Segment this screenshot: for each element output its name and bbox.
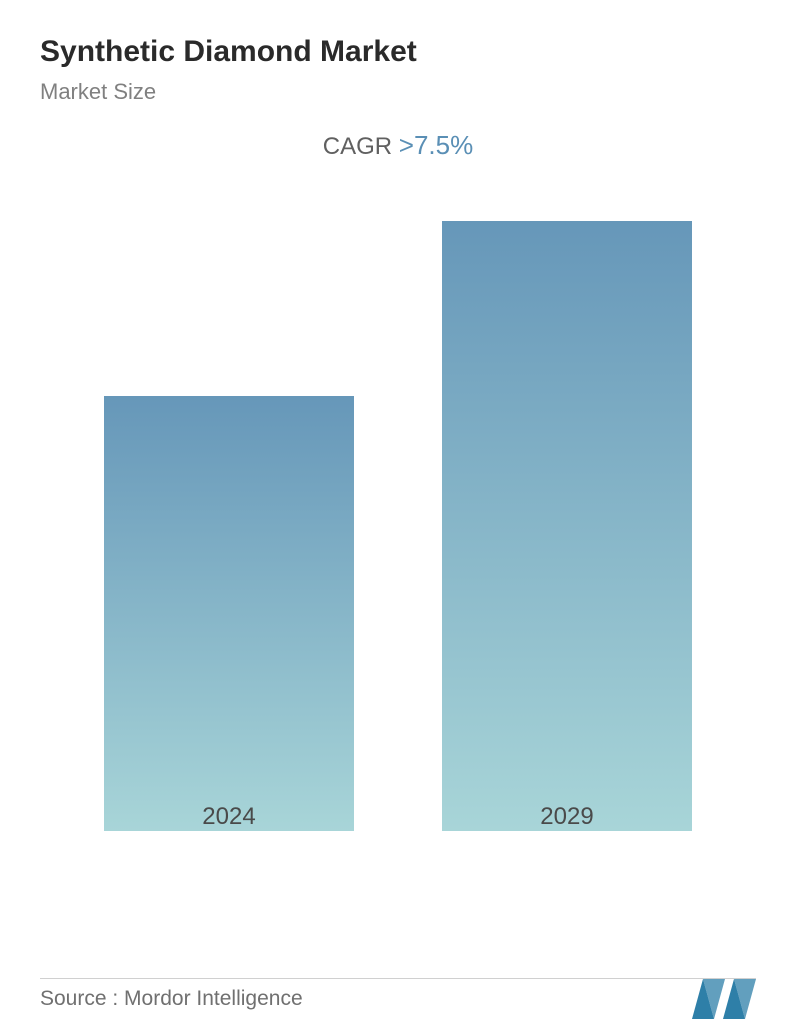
source-attribution: Source : Mordor Intelligence: [40, 987, 303, 1011]
cagr-value: 7.5%: [414, 130, 473, 160]
chart-footer: Source : Mordor Intelligence: [40, 979, 756, 1019]
cagr-annotation: CAGR >7.5%: [40, 130, 756, 161]
chart-plot-area: 2024 2029: [40, 221, 756, 881]
bar-group: 2029: [442, 221, 692, 831]
cagr-symbol: >: [399, 130, 414, 160]
bar: [442, 221, 692, 831]
chart-title: Synthetic Diamond Market: [40, 35, 756, 69]
chart-subtitle: Market Size: [40, 79, 756, 105]
bar-group: 2024: [104, 396, 354, 831]
bar-category-label: 2024: [104, 803, 354, 831]
bar-category-label: 2029: [442, 803, 692, 831]
source-name: Mordor Intelligence: [124, 987, 303, 1010]
bars-container: 2024 2029: [40, 221, 756, 831]
logo-icon: [692, 979, 756, 1019]
cagr-label: CAGR: [323, 133, 399, 160]
bar: [104, 396, 354, 831]
source-label: Source :: [40, 987, 124, 1010]
